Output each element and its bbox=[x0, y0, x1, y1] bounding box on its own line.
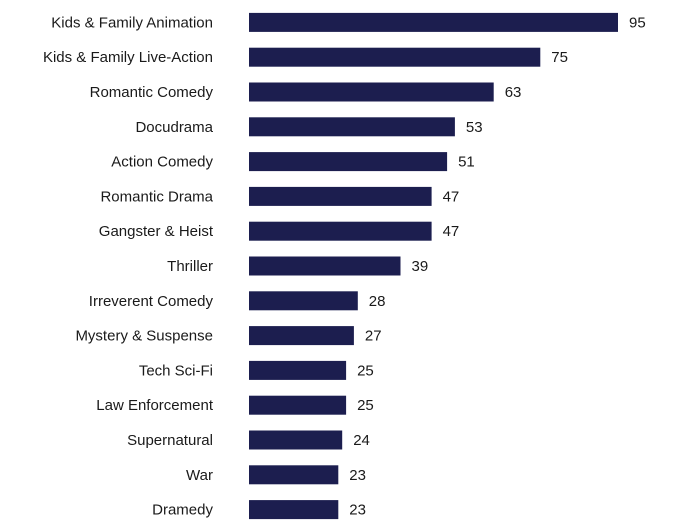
bars-group bbox=[249, 12, 618, 520]
category-label: Dramedy bbox=[152, 502, 213, 519]
category-label: Docudrama bbox=[135, 119, 213, 136]
category-label: Kids & Family Live-Action bbox=[43, 49, 213, 66]
value-label: 95 bbox=[629, 14, 646, 31]
category-label: Tech Sci-Fi bbox=[139, 362, 213, 379]
bar bbox=[249, 47, 541, 67]
bar bbox=[249, 82, 494, 102]
category-label: Supernatural bbox=[127, 432, 213, 449]
category-label: Romantic Drama bbox=[100, 188, 213, 205]
value-label: 24 bbox=[353, 432, 370, 449]
category-label: Mystery & Suspense bbox=[75, 328, 213, 345]
bar bbox=[249, 465, 339, 485]
value-labels-group: 95 75 63 53 51 47 47 39 28 27 25 25 24 23 23 bbox=[349, 14, 645, 518]
category-label: Law Enforcement bbox=[96, 397, 214, 414]
bar bbox=[249, 221, 432, 241]
value-label: 75 bbox=[551, 49, 568, 66]
value-label: 23 bbox=[349, 502, 366, 519]
category-label: Kids & Family Animation bbox=[51, 14, 213, 31]
category-label: Action Comedy bbox=[111, 154, 213, 171]
value-label: 23 bbox=[349, 467, 366, 484]
value-label: 63 bbox=[505, 84, 522, 101]
bar bbox=[249, 360, 347, 380]
bar bbox=[249, 12, 618, 32]
value-label: 28 bbox=[369, 293, 386, 310]
value-label: 47 bbox=[443, 188, 460, 205]
bar bbox=[249, 395, 347, 415]
category-labels-group: Kids & Family Animation Kids & Family Liv… bbox=[43, 14, 214, 518]
value-label: 27 bbox=[365, 328, 382, 345]
value-label: 25 bbox=[357, 397, 374, 414]
value-label: 47 bbox=[443, 223, 460, 240]
value-label: 39 bbox=[412, 258, 429, 275]
value-label: 51 bbox=[458, 154, 475, 171]
bar bbox=[249, 430, 343, 450]
category-label: Gangster & Heist bbox=[99, 223, 214, 240]
bar bbox=[249, 186, 432, 206]
bar bbox=[249, 256, 401, 276]
bar bbox=[249, 152, 448, 172]
bar bbox=[249, 117, 455, 137]
bar bbox=[249, 326, 354, 346]
value-label: 53 bbox=[466, 119, 483, 136]
category-label: Thriller bbox=[167, 258, 213, 275]
category-label: Irreverent Comedy bbox=[89, 293, 214, 310]
bar bbox=[249, 500, 339, 520]
bar bbox=[249, 291, 358, 311]
value-label: 25 bbox=[357, 362, 374, 379]
category-label: War bbox=[186, 467, 213, 484]
category-label: Romantic Comedy bbox=[90, 84, 214, 101]
